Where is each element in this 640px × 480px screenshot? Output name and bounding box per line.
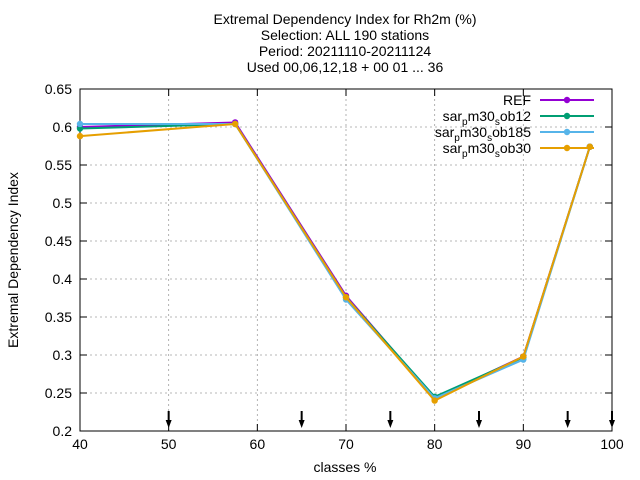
legend-label: sarpm30sob12 [443,108,532,128]
y-tick-label: 0.3 [53,347,73,363]
axes: 0.2 0.25 0.3 0.35 0.4 0.45 0.5 0.55 0.6 0.65 40 50 6… [45,81,624,452]
series-sar_pm30_sob12 [76,120,594,400]
legend-swatch-point [563,144,571,152]
chart-title: Extremal Dependency Index for Rh2m (%)Se… [214,11,477,75]
x-tick-label: 80 [427,436,443,452]
threshold-arrow-head [387,420,394,428]
threshold-arrow-head [298,420,305,428]
threshold-arrow-head [476,420,482,428]
title-line: Period: 20211110-20211124 [259,43,432,59]
data-point [76,132,84,140]
series-REF [76,119,594,402]
legend-label: sarpm30sob185 [435,124,531,144]
data-point [231,120,239,128]
y-tick-label: 0.35 [45,309,72,325]
title-line: Used 00,06,12,18 + 00 01 ... 36 [247,59,444,75]
y-tick-label: 0.4 [53,271,73,287]
threshold-arrow-head [609,420,615,428]
x-tick-label: 90 [516,436,532,452]
y-tick-label: 0.2 [53,423,73,439]
y-tick-label: 0.5 [53,195,73,211]
series-line [79,122,591,402]
y-axis-label: Extremal Dependency Index [5,172,21,348]
x-axis-label: classes % [313,459,376,475]
x-tick-label: 50 [161,436,177,452]
data-point [431,397,438,404]
data-point [520,353,527,360]
legend-swatch-point [563,112,571,120]
data-point [342,294,350,301]
grid [79,88,613,432]
data-series [76,119,594,404]
data-point [76,125,84,132]
x-tick-label: 40 [72,436,88,452]
threshold-markers [165,411,615,428]
title-line: Extremal Dependency Index for Rh2m (%) [214,11,477,27]
y-tick-label: 0.25 [45,385,72,401]
data-point [76,120,84,128]
y-tick-label: 0.6 [53,119,73,135]
legend-label: REF [503,92,531,108]
threshold-arrow-head [165,420,172,428]
y-tick-label: 0.65 [45,81,72,97]
threshold-arrow-head [564,420,571,428]
legend-label: sarpm30sob30 [443,140,532,160]
x-tick-label: 100 [600,436,624,452]
title-line: Selection: ALL 190 stations [261,27,429,43]
y-tick-label: 0.45 [45,233,72,249]
legend-swatch-point [563,128,571,136]
legend-swatch-point [563,96,571,104]
series-sar_pm30_sob30 [76,120,594,404]
x-tick-label: 60 [250,436,266,452]
x-tick-label: 70 [338,436,354,452]
series-line [79,121,591,400]
y-tick-label: 0.55 [45,157,72,173]
